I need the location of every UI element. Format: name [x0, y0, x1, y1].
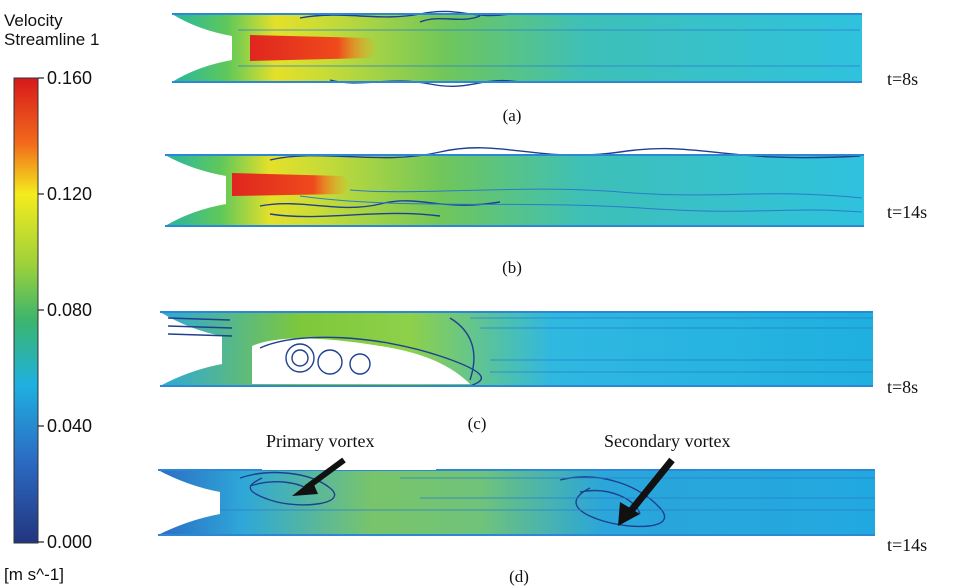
panel-b — [165, 147, 864, 227]
panel-time-label: t=8s — [887, 69, 918, 89]
panel-caption: (b) — [502, 258, 522, 277]
pipe-flow-field — [158, 470, 875, 535]
primary-vortex-arrow — [292, 457, 346, 496]
secondary-vortex-arrow — [618, 457, 675, 526]
velocity-jet — [232, 173, 349, 196]
pipe-wall — [172, 13, 862, 83]
recirculation-zone — [252, 338, 470, 384]
velocity-jet — [250, 35, 376, 61]
panel-time-label: t=14s — [887, 535, 927, 555]
panel-c — [160, 311, 873, 387]
legend-tick-label: 0.120 — [47, 184, 92, 204]
legend-tick-label: 0.080 — [47, 300, 92, 320]
pipe-flow-field — [172, 14, 862, 82]
streamline-group — [259, 147, 863, 218]
legend-unit: [m s^-1] — [4, 565, 64, 584]
panel-a — [172, 10, 862, 87]
streamline-group — [220, 471, 875, 528]
panel-time-label: t=14s — [887, 202, 927, 222]
legend-title-line1: Velocity — [4, 11, 63, 30]
panel-d: Primary vortex Secondary vortex — [158, 422, 875, 536]
primary-vortex-label: Primary vortex — [266, 431, 374, 451]
secondary-vortex-label: Secondary vortex — [604, 431, 730, 451]
velocity-legend: Velocity Streamline 1 0.160 0.120 0.080 … — [4, 11, 99, 584]
annotation-backdrop — [262, 422, 436, 470]
legend-title-line2: Streamline 1 — [4, 30, 99, 49]
pipe-wall — [165, 154, 864, 227]
streamline-group — [167, 317, 873, 387]
legend-tick-label: 0.160 — [47, 68, 92, 88]
legend-tick-label: 0.040 — [47, 416, 92, 436]
panel-caption: (c) — [468, 414, 487, 433]
panel-caption: (d) — [509, 567, 529, 586]
pipe-flow-field — [165, 155, 864, 226]
legend-tick-label: 0.000 — [47, 532, 92, 552]
pipe-wall — [160, 311, 873, 387]
panel-time-label: t=8s — [887, 377, 918, 397]
legend-colorbar — [13, 77, 39, 544]
panel-caption: (a) — [503, 106, 522, 125]
